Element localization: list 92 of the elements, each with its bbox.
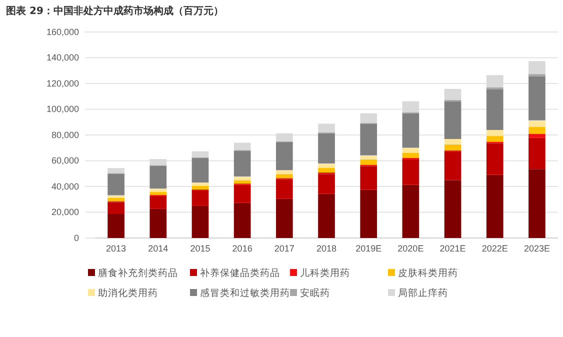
bar [318, 163, 335, 168]
bar [528, 127, 546, 134]
bar [360, 124, 378, 156]
bar [234, 180, 251, 184]
y-tick-label: 20,000 [51, 207, 79, 218]
bar [192, 206, 209, 238]
bar [108, 174, 124, 196]
legend-label: 局部止痒药 [398, 287, 448, 299]
legend-label: 儿科类用药 [300, 267, 350, 279]
x-tick-label: 2023E [524, 243, 550, 254]
bar [360, 155, 378, 160]
y-tick-label: 80,000 [51, 130, 79, 140]
bar [234, 184, 251, 203]
bar [318, 168, 335, 172]
bar [276, 174, 293, 178]
bar [528, 61, 546, 74]
bar [108, 195, 124, 198]
bar [360, 190, 378, 238]
bar [192, 190, 209, 206]
bar [234, 142, 251, 150]
bar [528, 138, 546, 170]
legend-label: 安眠药 [300, 287, 330, 299]
bar [360, 166, 378, 190]
x-tick-label: 2019E [356, 243, 382, 254]
bar [402, 184, 420, 238]
bar [444, 144, 462, 150]
bar [528, 134, 546, 138]
bar [444, 88, 462, 100]
bar [108, 202, 124, 214]
bar [192, 158, 209, 183]
bar [318, 194, 335, 238]
bar [402, 148, 420, 153]
bar [360, 113, 378, 123]
y-tick-label: 60,000 [51, 156, 79, 166]
bar [150, 208, 167, 238]
bar [318, 124, 335, 132]
bar [444, 152, 462, 180]
legend-label: 补养保健品类药品 [200, 267, 280, 279]
bar [150, 188, 167, 192]
legend-label: 膳食补充剂类药品 [98, 267, 178, 279]
bar [444, 101, 462, 139]
y-tick-label: 0 [74, 232, 79, 243]
bar [444, 180, 462, 238]
legend-label: 皮肤科类用药 [398, 267, 458, 279]
bar [486, 174, 504, 238]
bar [486, 130, 504, 136]
x-tick-label: 2016 [232, 243, 252, 254]
bar [486, 136, 504, 142]
legend-label: 助消化类用药 [98, 287, 158, 299]
bar [234, 150, 251, 176]
x-tick-label: 2020E [398, 243, 424, 254]
bar [402, 113, 420, 148]
bar [150, 192, 167, 195]
bar [486, 89, 504, 130]
bar [318, 174, 335, 194]
bar [276, 170, 293, 174]
y-tick-label: 140,000 [46, 52, 79, 63]
bar [234, 176, 251, 180]
bar [528, 169, 546, 238]
bar [318, 133, 335, 164]
y-tick-label: 120,000 [46, 78, 79, 88]
bar [402, 152, 420, 158]
bar [402, 159, 420, 185]
bar [444, 138, 462, 144]
bar [192, 186, 209, 190]
y-tick-label: 160,000 [46, 26, 79, 37]
chart-title: 图表 29：中国非处方中成药市场构成（百万元） [6, 5, 224, 17]
x-tick-label: 2015 [190, 243, 210, 254]
bar [234, 202, 251, 238]
bar [486, 143, 504, 175]
bar [108, 214, 124, 238]
x-tick-label: 2014 [148, 243, 168, 254]
bar [192, 182, 209, 186]
bar [276, 198, 293, 238]
bar [360, 159, 378, 165]
bar [192, 151, 209, 158]
x-tick-label: 2021E [440, 243, 466, 254]
bar [150, 196, 167, 209]
y-tick-label: 40,000 [51, 181, 79, 192]
x-tick-label: 2017 [274, 243, 294, 254]
x-tick-label: 2018 [316, 243, 337, 254]
y-tick-label: 100,000 [46, 104, 79, 114]
bar [528, 76, 546, 120]
x-tick-label: 2022E [482, 243, 508, 254]
bar [108, 198, 124, 202]
x-tick-label: 2013 [106, 243, 126, 254]
bar [276, 142, 293, 170]
legend-label: 感冒类和过敏类用药 [200, 287, 290, 299]
bar [528, 120, 546, 128]
bar [108, 168, 124, 174]
bar [276, 179, 293, 199]
bar [150, 166, 167, 189]
